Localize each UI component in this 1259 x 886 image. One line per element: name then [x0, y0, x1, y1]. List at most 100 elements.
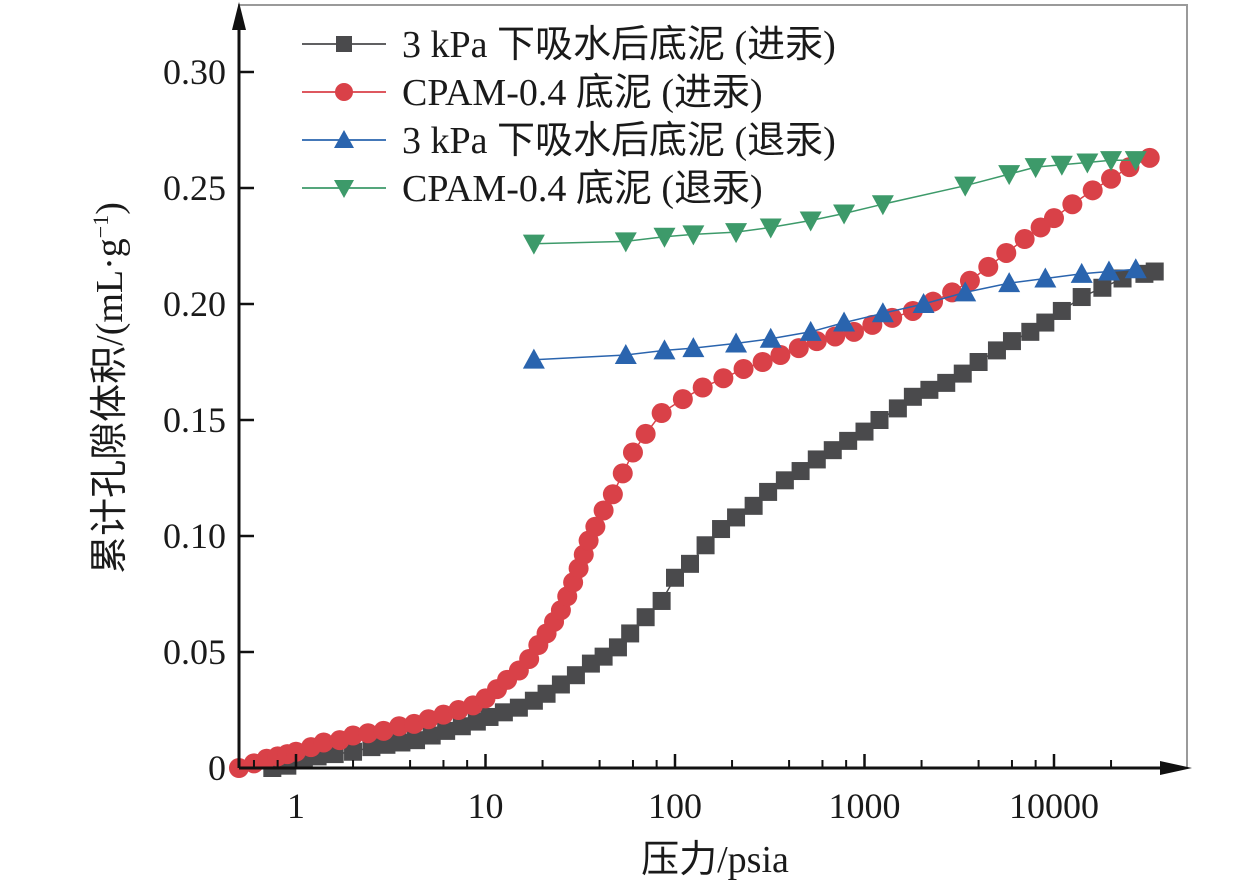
- data-point: [799, 211, 822, 232]
- data-point: [1113, 269, 1132, 288]
- data-point: [870, 411, 889, 429]
- data-point: [313, 732, 334, 753]
- data-point: [833, 204, 856, 225]
- data-point: [1097, 260, 1120, 281]
- data-point: [733, 358, 754, 379]
- data-point: [593, 500, 614, 521]
- y-tick-label: 0.10: [163, 516, 226, 556]
- data-point: [343, 725, 364, 746]
- data-point: [358, 723, 379, 744]
- data-point: [614, 344, 637, 365]
- data-point: [509, 698, 528, 717]
- data-point: [681, 554, 700, 573]
- data-point: [1052, 301, 1071, 320]
- data-point: [953, 364, 972, 383]
- y-tick-label: 0.15: [163, 400, 226, 440]
- data-point: [996, 242, 1017, 263]
- data-point: [344, 742, 363, 761]
- data-point: [954, 176, 977, 197]
- data-point: [759, 218, 782, 239]
- data-point: [1050, 155, 1073, 176]
- legend-label: 3 kPa 下吸水后底泥 (退汞): [402, 120, 836, 162]
- data-point: [839, 431, 858, 450]
- series-line: [533, 159, 1136, 245]
- data-point: [1070, 262, 1093, 283]
- data-point: [651, 403, 672, 424]
- legend-item: 3 kPa 下吸水后底泥 (退汞): [302, 120, 836, 162]
- data-point: [1024, 158, 1047, 179]
- legend-label: 3 kPa 下吸水后底泥 (进汞): [402, 24, 836, 66]
- data-point: [672, 389, 693, 410]
- data-point: [437, 721, 456, 740]
- data-point: [494, 703, 513, 722]
- y-tick-label: 0.20: [163, 284, 226, 324]
- data-point: [594, 647, 613, 666]
- data-point: [652, 591, 671, 610]
- data-point: [1072, 288, 1091, 307]
- series-4: [522, 151, 1147, 255]
- data-point: [855, 422, 874, 441]
- data-point: [713, 368, 734, 389]
- legend-item: 3 kPa 下吸水后底泥 (进汞): [302, 24, 836, 66]
- series-layer: [228, 147, 1164, 778]
- legend-marker-icon: [335, 83, 353, 101]
- data-point: [666, 568, 684, 587]
- legend-item: CPAM-0.4 底泥 (进汞): [302, 72, 763, 114]
- y-axis-arrow-icon: [232, 2, 246, 30]
- data-point: [585, 516, 606, 537]
- data-point: [752, 352, 773, 372]
- data-point: [682, 337, 705, 358]
- data-point: [833, 311, 856, 332]
- data-point: [954, 281, 977, 302]
- y-ticks: 0 0.05 0.10 0.15 0.20 0.25 0.30: [163, 52, 254, 788]
- y-axis-title-suffix: ): [89, 202, 131, 215]
- data-point: [775, 471, 794, 490]
- legend-marker-icon: [334, 130, 354, 148]
- x-tick-label: 100: [648, 786, 702, 826]
- data-point: [788, 338, 809, 359]
- x-ticks: 1 10 100 1000 10000: [252, 754, 1113, 826]
- data-point: [969, 353, 988, 371]
- x-tick-label: 10000: [1009, 786, 1099, 826]
- data-point: [712, 520, 731, 539]
- series-line: [533, 268, 1136, 361]
- data-point: [635, 423, 656, 444]
- y-tick-label: 0.25: [163, 168, 226, 208]
- data-point: [759, 327, 782, 348]
- data-point: [418, 709, 439, 730]
- data-point: [1124, 151, 1147, 172]
- data-point: [1062, 194, 1083, 215]
- data-point: [770, 345, 791, 366]
- data-point: [1145, 262, 1164, 281]
- data-point: [888, 399, 907, 418]
- data-point: [551, 675, 570, 694]
- y-tick-label: 0.05: [163, 632, 226, 672]
- data-point: [389, 716, 410, 737]
- data-point: [807, 450, 826, 469]
- data-point: [614, 232, 637, 253]
- data-point: [1076, 153, 1099, 174]
- y-tick-label: 0.30: [163, 52, 226, 92]
- data-point: [692, 377, 713, 398]
- y-axis-title-main: 累计孔隙体积/(mL·g: [89, 238, 131, 574]
- data-point: [920, 380, 939, 399]
- data-point: [1100, 151, 1123, 172]
- data-point: [799, 320, 822, 341]
- data-point: [791, 462, 810, 481]
- data-point: [1002, 332, 1021, 351]
- data-point: [612, 463, 633, 484]
- data-point: [422, 726, 441, 745]
- legend-label: CPAM-0.4 底泥 (进汞): [402, 72, 763, 114]
- data-point: [725, 223, 748, 244]
- data-point: [759, 482, 778, 501]
- data-point: [871, 302, 894, 323]
- data-point: [682, 225, 705, 246]
- data-point: [1021, 322, 1040, 341]
- data-point: [937, 373, 956, 392]
- data-point: [1034, 267, 1057, 288]
- data-point: [1082, 180, 1103, 201]
- data-point: [1093, 278, 1112, 297]
- data-point: [727, 508, 746, 527]
- data-point: [636, 608, 655, 627]
